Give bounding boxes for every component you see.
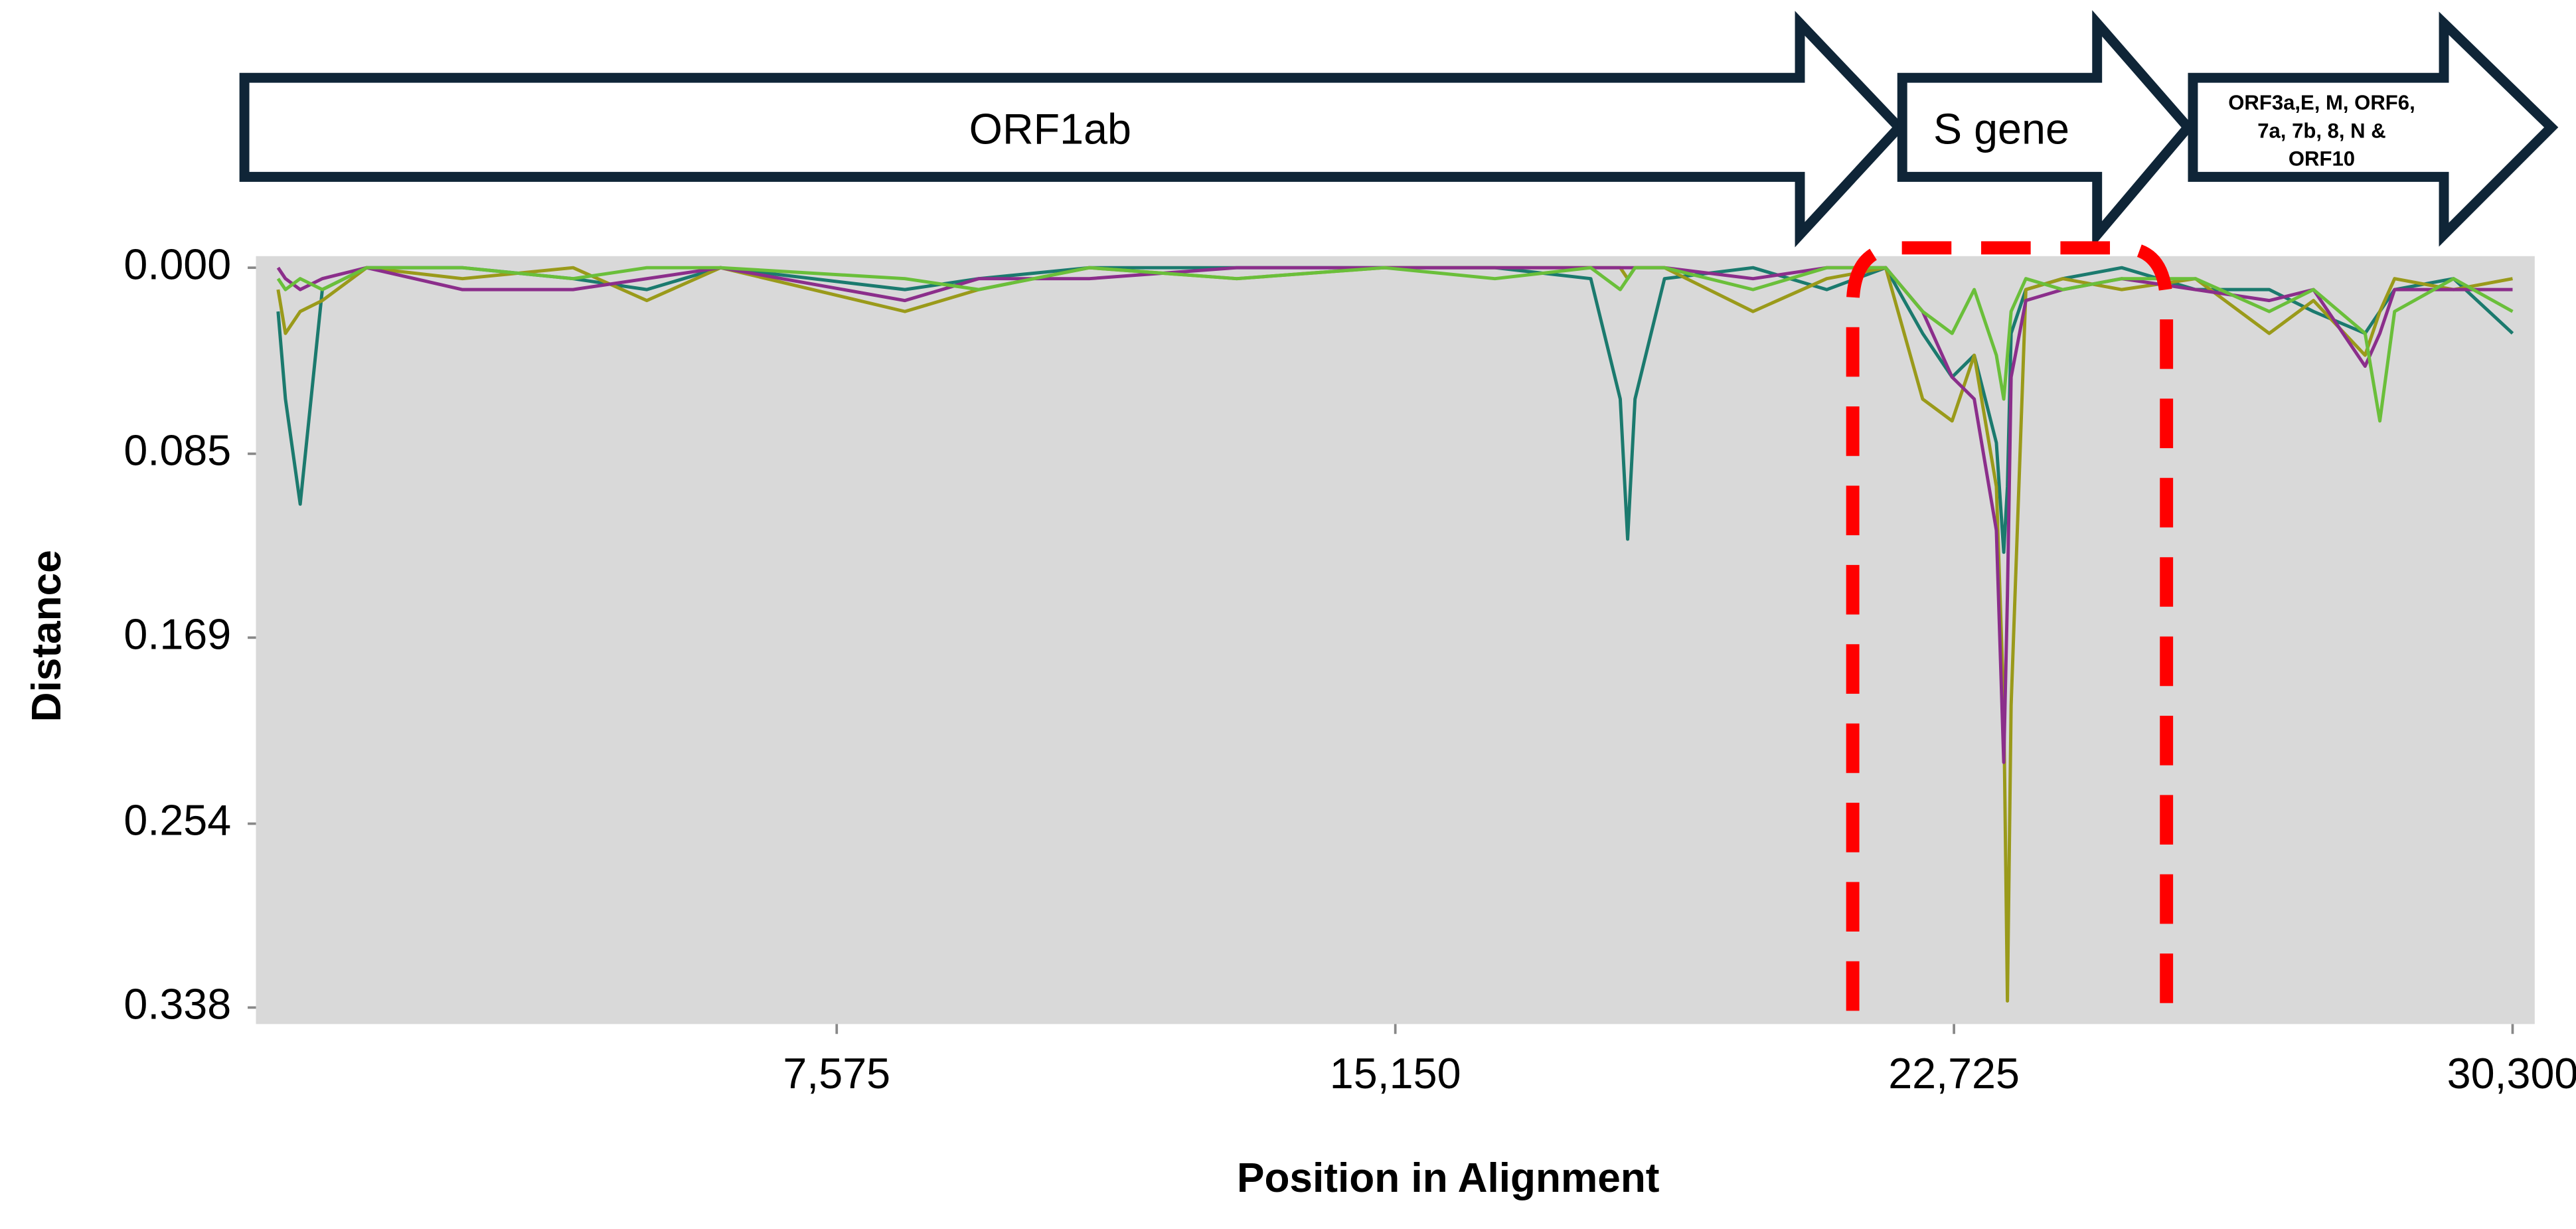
gene-label: ORF10 bbox=[2289, 147, 2355, 171]
gene-label: ORF1ab bbox=[969, 104, 1131, 153]
gene-label: ORF3a,E, M, ORF6, bbox=[2228, 91, 2415, 114]
y-tick-label: 0.254 bbox=[123, 796, 231, 845]
series-line bbox=[276, 266, 2513, 764]
x-tick-label: 22,725 bbox=[1888, 1049, 2020, 1098]
gene-arrow bbox=[1897, 10, 2195, 248]
gene-label: S gene bbox=[1933, 104, 2069, 153]
x-tick-label: 30,300 bbox=[2447, 1049, 2576, 1098]
y-axis-label: Distance bbox=[24, 550, 70, 722]
series-line bbox=[276, 266, 2514, 423]
plot-background bbox=[256, 256, 2535, 1024]
x-axis-label: Position in Alignment bbox=[1237, 1155, 1660, 1201]
highlight-box bbox=[1846, 241, 2174, 1011]
gene-arrow bbox=[239, 11, 1906, 248]
series-line bbox=[276, 266, 2513, 1003]
y-tick-label: 0.338 bbox=[123, 980, 231, 1028]
x-tick-label: 7,575 bbox=[783, 1049, 890, 1098]
y-tick-label: 0.169 bbox=[123, 610, 231, 658]
gene-label: 7a, 7b, 8, N & bbox=[2257, 119, 2385, 142]
gene-arrow bbox=[2188, 11, 2559, 247]
plot-lines bbox=[276, 266, 2514, 1003]
y-tick-label: 0.085 bbox=[123, 426, 231, 474]
y-tick-label: 0.000 bbox=[123, 240, 231, 288]
x-tick-label: 15,150 bbox=[1330, 1049, 1461, 1098]
